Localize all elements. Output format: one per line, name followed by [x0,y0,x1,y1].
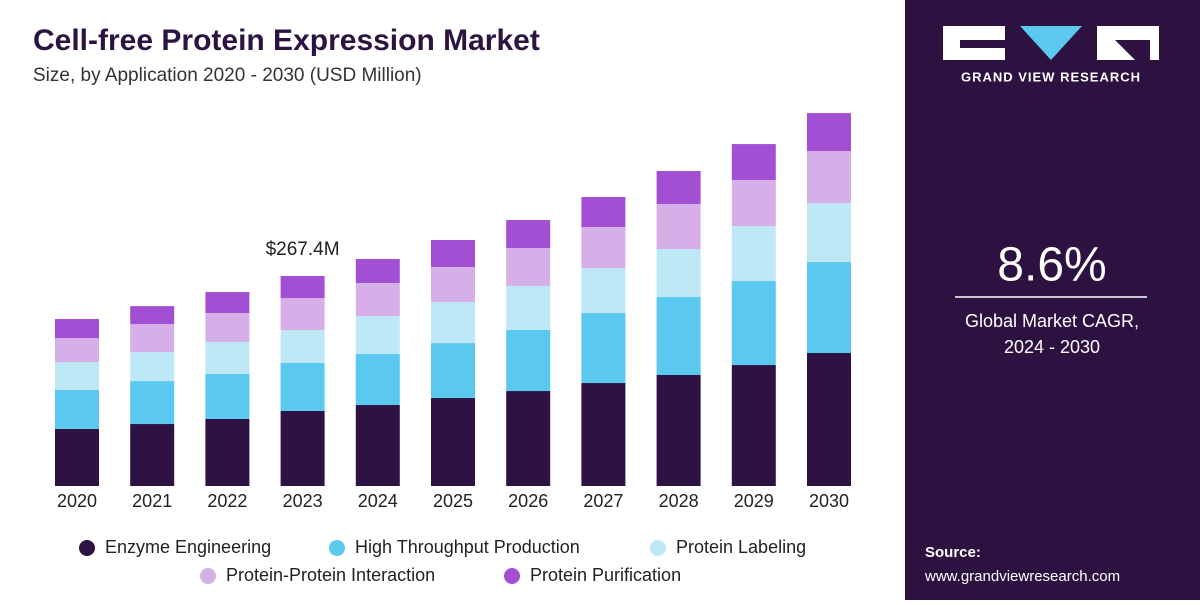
bar-segment [431,267,475,303]
bar-segment [55,428,99,486]
bar-segment [731,226,776,282]
bar-segment [656,204,701,250]
brand-name: GRAND VIEW RESEARCH [961,69,1141,84]
cagr-value: 8.6% [997,239,1106,292]
x-tick-label: 2030 [809,491,849,511]
logo-cut [960,40,1005,48]
bar-segment [205,342,250,374]
x-tick-label: 2022 [207,491,247,511]
chart-subtitle: Size, by Application 2020 - 2030 (USD Mi… [33,65,422,86]
bar-segment [506,286,551,330]
legend-marker [200,568,216,584]
bar-segment [731,281,776,366]
bar-segment [807,353,851,486]
bar-segment [431,343,475,399]
bar-segment [506,247,551,287]
x-tick-label: 2029 [734,491,774,511]
bar-segment [205,313,250,343]
bar-segment [431,302,475,344]
bar-segment [280,362,325,411]
bar-segment [55,319,99,339]
legend-label: Enzyme Engineering [105,537,271,557]
bar-segment [656,171,701,205]
legend-marker [504,568,520,584]
bar-segment [581,313,626,384]
legend-marker [650,540,666,556]
legend-marker [79,540,95,556]
bar-segment [431,239,475,268]
bar-segment [431,398,475,486]
bar-segment [731,365,776,486]
source-title: Source: [925,544,981,561]
logo-triangle [1020,26,1082,60]
bar-segment [731,144,776,181]
bar-segment [130,324,175,353]
x-tick-label: 2020 [57,491,97,511]
legend-label: Protein-Protein Interaction [226,565,435,585]
bar-segment [581,227,626,269]
bar-segment [581,197,626,228]
logo-cut [1115,40,1150,60]
bar-segment [130,306,175,325]
bar-segment [55,362,99,391]
bar-segment [807,113,851,152]
side-panel [905,0,1200,600]
cagr-label: Global Market CAGR, [965,311,1139,331]
x-tick-label: 2027 [583,491,623,511]
bar-segment [506,220,551,248]
bar-segment [355,258,400,284]
x-tick-label: 2021 [132,491,172,511]
legend-marker [329,540,345,556]
bar-segment [807,203,851,263]
bar-segment [355,316,400,355]
bar-segment [280,298,325,330]
bar-segment [506,391,551,486]
bar-segment [55,338,99,363]
total-label: $267.4M [266,239,340,260]
bar-segment [807,151,851,204]
bar-segment [280,410,325,486]
legend-label: High Throughput Production [355,537,580,557]
bar-segment [656,297,701,376]
bar-segment [280,275,325,299]
bar-segment [506,329,551,392]
cagr-label: 2024 - 2030 [1004,337,1100,357]
bar-segment [205,418,250,486]
bar-segment [130,381,175,425]
bar-segment [130,424,175,486]
x-tick-label: 2025 [433,491,473,511]
bar-segment [55,390,99,429]
bar-segment [656,375,701,486]
x-tick-label: 2028 [659,491,699,511]
bar-segment [581,268,626,314]
source-url: www.grandviewresearch.com [924,568,1120,585]
x-tick-label: 2024 [358,491,398,511]
bar-segment [807,262,851,354]
legend-label: Protein Labeling [676,537,806,557]
chart-title: Cell-free Protein Expression Market [33,24,540,57]
bar-segment [355,283,400,317]
x-tick-label: 2026 [508,491,548,511]
bar-segment [130,352,175,382]
logo [943,26,1159,60]
bar-segment [205,373,250,419]
bar-segment [355,405,400,486]
legend-label: Protein Purification [530,565,681,585]
bar-segment [656,249,701,298]
bar-segment [205,292,250,314]
x-tick-label: 2023 [283,491,323,511]
bar-segment [581,383,626,486]
bar-segment [355,354,400,406]
bar-segment [280,329,325,363]
bar-segment [731,180,776,227]
